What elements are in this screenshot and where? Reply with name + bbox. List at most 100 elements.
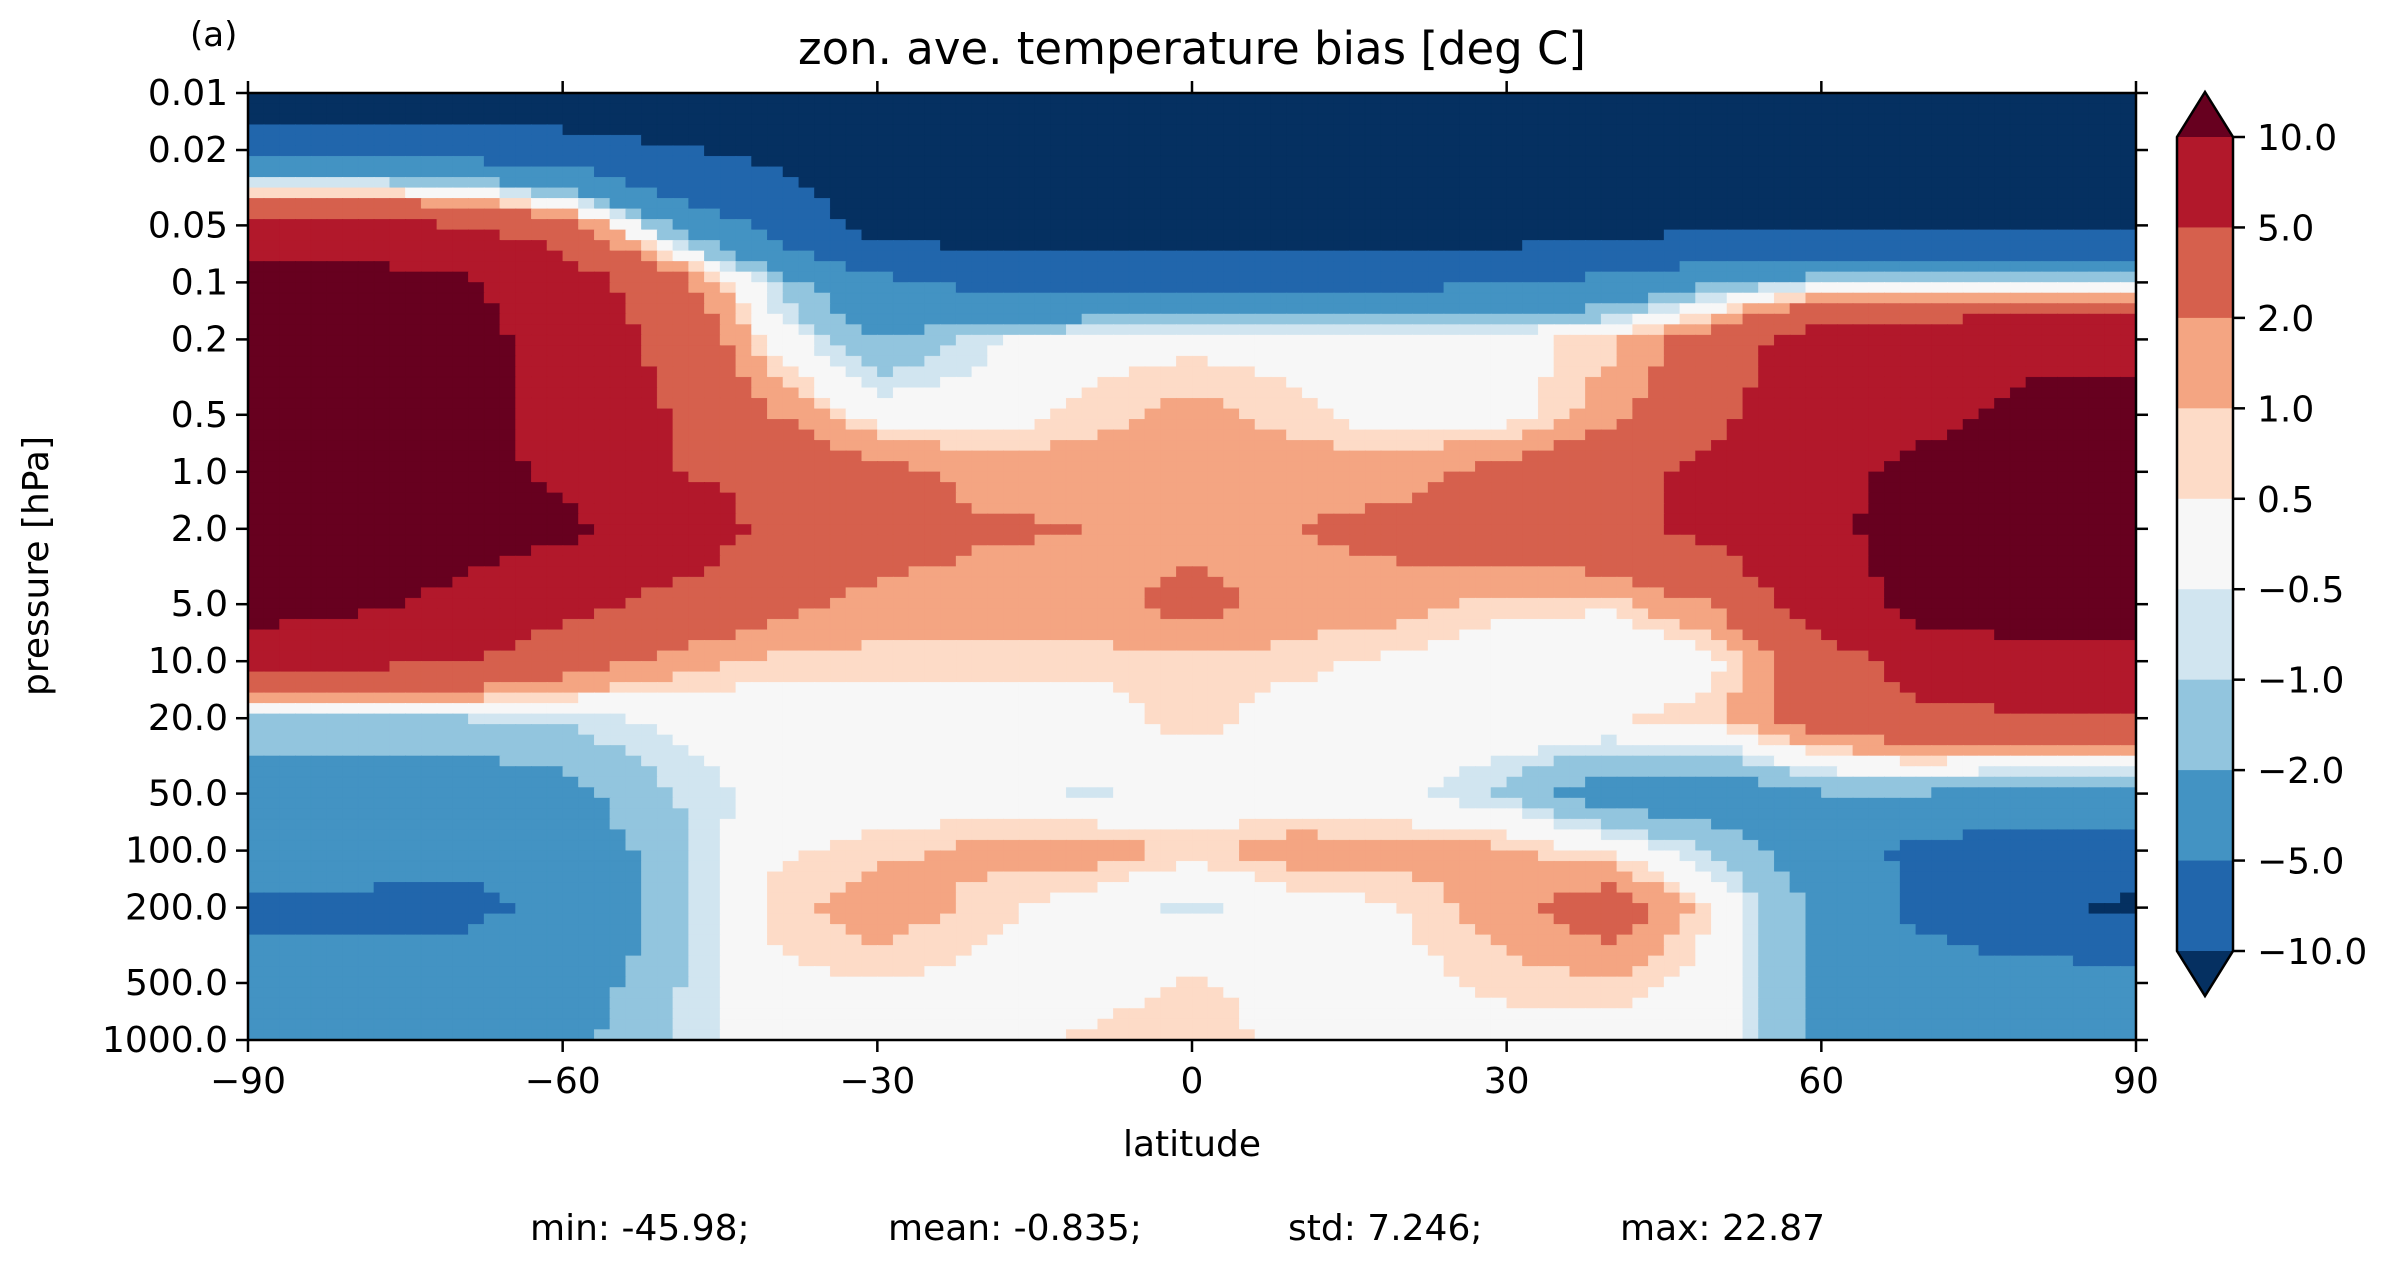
contour-cell [861, 145, 879, 157]
contour-cell [593, 282, 611, 294]
contour-cell [1160, 103, 1178, 115]
contour-cell [1160, 134, 1178, 147]
contour-cell [1475, 166, 1492, 178]
contour-cell [1805, 503, 1823, 515]
contour-cell [1317, 134, 1335, 147]
contour-cell [751, 366, 768, 378]
contour-cell [1994, 93, 2011, 105]
contour-cell [1270, 166, 1288, 178]
contour-cell [609, 198, 627, 210]
contour-cell [1773, 187, 1791, 199]
contour-cell [798, 124, 816, 136]
contour-cell [373, 482, 391, 494]
contour-cell [405, 187, 422, 199]
contour-cell [1475, 177, 1492, 189]
contour-cell [1160, 166, 1178, 178]
contour-cell [1899, 93, 1917, 105]
contour-cell [499, 271, 517, 284]
contour-cell [1490, 282, 1508, 294]
contour-cell [1034, 387, 1052, 399]
contour-cell [1695, 208, 1712, 221]
contour-cell [1427, 397, 1445, 410]
contour-cell [719, 471, 737, 484]
contour-cell [578, 419, 595, 431]
contour-cell [1176, 450, 1193, 463]
contour-cell [735, 219, 753, 231]
contour-cell [1427, 250, 1445, 263]
contour-cell [2072, 282, 2090, 294]
contour-cell [1553, 482, 1571, 494]
contour-cell [483, 355, 501, 368]
contour-cell [546, 513, 564, 526]
contour-cell [1254, 271, 1272, 284]
contour-cell [1663, 166, 1681, 178]
contour-cell [1962, 187, 1980, 199]
contour-cell [1301, 408, 1319, 420]
contour-cell [704, 524, 721, 536]
contour-cell [955, 419, 973, 431]
contour-cell [1003, 208, 1020, 221]
contour-cell [2009, 461, 2027, 473]
contour-cell [1742, 187, 1760, 199]
contour-cell [609, 503, 627, 515]
contour-cell [1679, 345, 1697, 357]
contour-cell [578, 334, 595, 347]
contour-cell [1380, 450, 1398, 463]
contour-cell [263, 313, 281, 326]
contour-cell [1317, 324, 1335, 336]
contour-cell [955, 103, 973, 115]
contour-cell [625, 113, 643, 126]
contour-cell [420, 93, 438, 105]
contour-cell [342, 271, 359, 284]
contour-cell [2104, 187, 2122, 199]
contour-cell [1065, 429, 1083, 441]
contour-cell [1931, 397, 1948, 410]
contour-cell [1632, 492, 1650, 505]
contour-cell [515, 355, 532, 368]
contour-cell [1081, 408, 1099, 420]
contour-cell [1931, 113, 1948, 126]
contour-cell [751, 177, 768, 189]
contour-cell [1632, 250, 1650, 263]
contour-cell [1616, 219, 1634, 231]
contour-cell [814, 408, 831, 420]
contour-cell [940, 155, 957, 168]
contour-cell [987, 282, 1004, 294]
contour-cell [672, 93, 690, 105]
contour-cell [1160, 524, 1178, 536]
contour-cell [1160, 313, 1178, 326]
contour-cell [2025, 292, 2043, 305]
contour-cell [719, 177, 737, 189]
contour-cell [1176, 397, 1193, 410]
contour-cell [924, 155, 942, 168]
contour-cell [1789, 419, 1807, 431]
contour-cell [310, 366, 328, 378]
contour-cell [609, 355, 627, 368]
contour-cell [531, 503, 548, 515]
contour-cell [672, 208, 690, 221]
contour-cell [1380, 313, 1398, 326]
contour-cell [593, 387, 611, 399]
contour-cell [1191, 513, 1209, 526]
contour-cell [1396, 397, 1414, 410]
contour-cell [279, 503, 296, 515]
contour-cell [829, 208, 847, 221]
contour-cell [1773, 355, 1791, 368]
contour-cell [1050, 513, 1067, 526]
contour-cell [892, 450, 910, 463]
contour-cell [892, 524, 910, 536]
contour-cell [1207, 397, 1225, 410]
contour-cell [1695, 397, 1712, 410]
contour-cell [1270, 219, 1288, 231]
contour-cell [924, 450, 942, 463]
contour-cell [1978, 503, 1996, 515]
contour-cell [672, 155, 690, 168]
contour-cell [2104, 324, 2122, 336]
contour-cell [1475, 250, 1492, 263]
contour-cell [546, 282, 564, 294]
contour-cell [1836, 387, 1854, 399]
contour-cell [1600, 187, 1618, 199]
contour-cell [436, 440, 454, 452]
contour-cell [1349, 440, 1366, 452]
contour-cell [641, 450, 658, 463]
